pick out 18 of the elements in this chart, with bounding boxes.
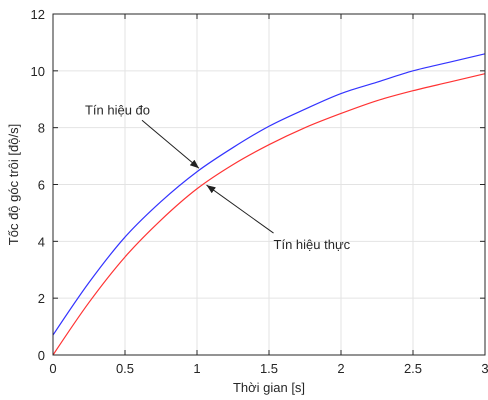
y-tick-label: 4	[38, 234, 45, 250]
annotation: Tín hiệu thực	[274, 237, 351, 252]
x-tick-label: 0	[49, 361, 57, 376]
x-tick-label: 1	[193, 361, 201, 376]
y-tick-label: 10	[30, 64, 45, 79]
y-tick-label: 2	[38, 291, 45, 306]
y-axis-title: Tốc độ góc trôi [độ/s]	[6, 124, 21, 246]
x-tick-label: 2.5	[404, 361, 422, 376]
x-tick-label: 1.5	[260, 361, 278, 376]
annotation: Tín hiệu đo	[84, 102, 150, 118]
x-tick-label: 2	[337, 361, 345, 376]
x-tick-label: 3	[481, 361, 488, 376]
y-tick-label: 12	[30, 7, 45, 22]
y-tick-label: 6	[38, 178, 45, 192]
x-axis-title: Thời gian [s]	[232, 380, 306, 395]
y-tick-label: 8	[38, 120, 45, 136]
x-tick-label: 0.5	[116, 361, 134, 376]
y-tick-label: 0	[38, 348, 45, 363]
